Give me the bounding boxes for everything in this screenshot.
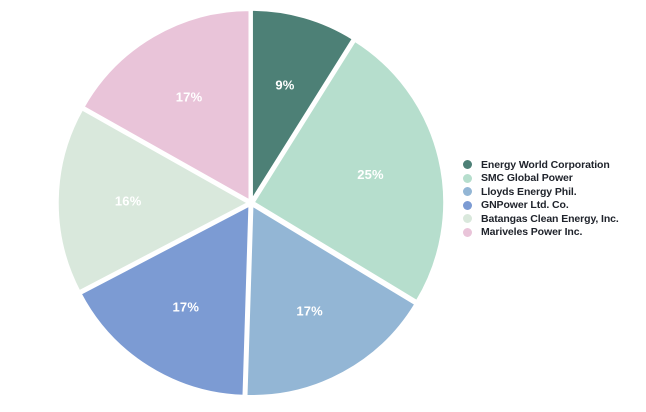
- legend-swatch-icon: [463, 214, 472, 224]
- legend-item-lloyds-energy-phil: Lloyds Energy Phil.: [463, 185, 619, 199]
- pie-slice-mariveles-power-inc: [81, 8, 251, 203]
- legend-label: Energy World Corporation: [481, 158, 610, 171]
- pie-slice-gnpower-ltd-co: [78, 203, 251, 398]
- legend-label: Mariveles Power Inc.: [481, 226, 583, 239]
- pie-slice-smc-global-power: [251, 38, 446, 304]
- legend-swatch-icon: [463, 200, 472, 210]
- slice-value-label: 17%: [172, 300, 199, 315]
- legend-swatch-icon: [463, 173, 472, 183]
- legend-label: Lloyds Energy Phil.: [481, 185, 577, 198]
- legend-swatch-icon: [463, 160, 472, 170]
- slice-value-label: 9%: [275, 77, 294, 92]
- pie-slice-batangas-clean-energy-inc: [56, 107, 252, 294]
- legend-swatch-icon: [463, 187, 472, 197]
- legend-swatch-icon: [463, 227, 472, 237]
- slice-value-label: 25%: [357, 167, 384, 182]
- legend-item-batangas-clean-energy-inc: Batangas Clean Energy, Inc.: [463, 212, 619, 226]
- chart-legend: Energy World Corporation SMC Global Power…: [463, 158, 619, 239]
- slice-value-label: 16%: [115, 194, 142, 209]
- legend-label: GNPower Ltd. Co.: [481, 199, 569, 212]
- pie-slice-energy-world-corporation: [250, 8, 355, 205]
- legend-item-energy-world-corporation: Energy World Corporation: [463, 158, 619, 172]
- legend-label: Batangas Clean Energy, Inc.: [481, 212, 619, 225]
- legend-item-gnpower-ltd-co: GNPower Ltd. Co.: [463, 199, 619, 213]
- slice-value-label: 17%: [296, 303, 323, 318]
- legend-item-smc-global-power: SMC Global Power: [463, 172, 619, 186]
- pie-slice-lloyds-energy-phil: [244, 203, 418, 398]
- legend-label: SMC Global Power: [481, 172, 573, 185]
- legend-item-mariveles-power-inc: Mariveles Power Inc.: [463, 226, 619, 240]
- slice-value-label: 17%: [176, 89, 203, 104]
